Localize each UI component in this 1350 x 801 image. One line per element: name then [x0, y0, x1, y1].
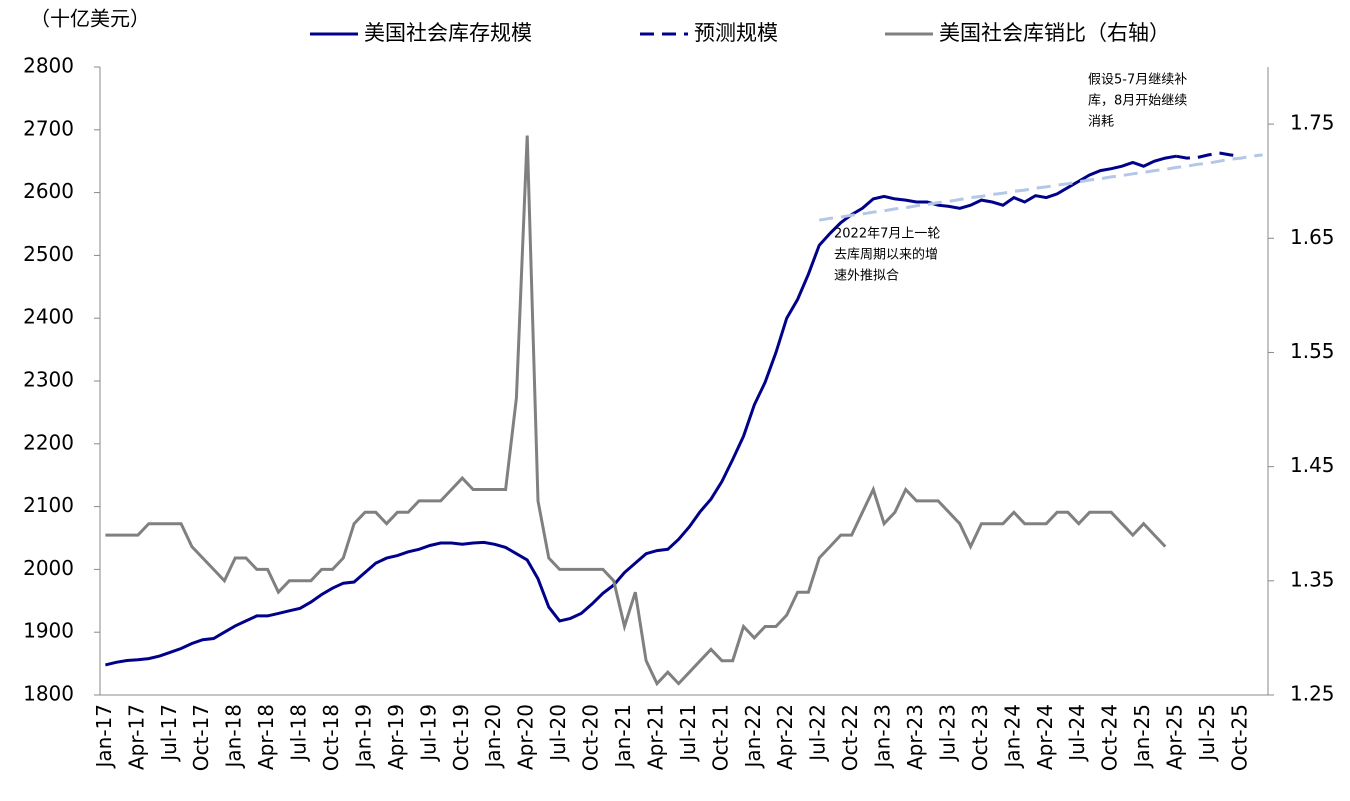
x-tick-label: Jul-21 — [676, 704, 700, 763]
y-tick-label: 2600 — [23, 179, 74, 203]
x-tick-label: Oct-21 — [708, 704, 732, 771]
y2-tick-label: 1.55 — [1290, 339, 1335, 363]
y-tick-label: 2500 — [23, 242, 74, 266]
y-tick-label: 2700 — [23, 116, 74, 140]
x-tick-label: Oct-19 — [449, 704, 473, 771]
x-tick-label: Oct-23 — [968, 704, 992, 771]
y2-tick-label: 1.25 — [1290, 682, 1335, 706]
x-tick-label: Apr-21 — [643, 704, 667, 770]
series-line — [105, 135, 1167, 687]
y2-tick-label: 1.75 — [1290, 111, 1335, 135]
x-tick-label: Jul-25 — [1195, 704, 1219, 763]
x-tick-label: Apr-25 — [1163, 704, 1187, 770]
x-tick-label: Apr-20 — [514, 704, 538, 770]
x-tick-label: Jul-18 — [287, 704, 311, 763]
series-line — [818, 153, 1263, 222]
x-tick-label: Jan-24 — [1000, 704, 1024, 770]
legend-label: 预测规模 — [694, 21, 778, 45]
x-tick-label: Jan-20 — [481, 704, 505, 770]
annotation: 库，8月开始继续 — [1088, 93, 1187, 109]
x-tick-label: Jan-25 — [1130, 704, 1154, 770]
y-tick-label: 1800 — [23, 682, 74, 706]
y-tick-label: 2300 — [23, 368, 74, 392]
x-tick-label: Apr-23 — [903, 704, 927, 770]
x-tick-label: Apr-17 — [124, 704, 148, 770]
x-tick-label: Jul-24 — [1065, 704, 1089, 763]
x-tick-label: Apr-22 — [773, 704, 797, 770]
x-tick-label: Jan-19 — [351, 704, 375, 770]
x-tick-label: Oct-22 — [838, 704, 862, 771]
x-tick-label: Jan-23 — [871, 704, 895, 770]
x-tick-label: Jul-20 — [546, 704, 570, 763]
x-tick-label: Apr-24 — [1033, 704, 1057, 770]
y-tick-label: 2400 — [23, 305, 74, 329]
x-tick-label: Jul-22 — [806, 704, 830, 763]
y2-tick-label: 1.65 — [1290, 225, 1335, 249]
y-tick-label: 2800 — [23, 54, 74, 78]
unit-label: （十亿美元） — [30, 7, 150, 31]
y-tick-label: 2000 — [23, 556, 74, 580]
annotation: 速外推拟合 — [834, 269, 899, 284]
x-tick-label: Jan-21 — [611, 704, 635, 770]
x-tick-label: Oct-25 — [1227, 704, 1251, 771]
annotation: 消耗 — [1088, 115, 1114, 130]
x-tick-label: Oct-18 — [319, 704, 343, 771]
y2-tick-label: 1.45 — [1290, 453, 1335, 477]
annotation: 2022年7月上一轮 — [834, 227, 940, 242]
legend-label: 美国社会库销比（右轴） — [939, 21, 1170, 45]
x-tick-label: Jul-23 — [935, 704, 959, 763]
annotation: 去库周期以来的增 — [834, 247, 938, 263]
x-tick-label: Jan-22 — [741, 704, 765, 770]
x-tick-label: Jul-19 — [416, 704, 440, 763]
series-line — [105, 154, 1177, 667]
x-tick-label: Apr-19 — [384, 704, 408, 770]
x-tick-label: Apr-18 — [254, 704, 278, 770]
annotation: 假设5-7月继续补 — [1088, 73, 1187, 88]
x-tick-label: Jan-17 — [92, 704, 116, 770]
series-line — [1175, 151, 1242, 160]
y-tick-label: 1900 — [23, 619, 74, 643]
x-tick-label: Jul-17 — [157, 704, 181, 763]
x-tick-label: Oct-24 — [1098, 704, 1122, 771]
x-tick-label: Oct-20 — [579, 704, 603, 771]
y-tick-label: 2100 — [23, 493, 74, 517]
y-tick-label: 2200 — [23, 430, 74, 454]
y2-tick-label: 1.35 — [1290, 567, 1335, 591]
legend-label: 美国社会库存规模 — [364, 21, 532, 45]
x-tick-label: Jan-18 — [222, 704, 246, 770]
x-tick-label: Oct-17 — [189, 704, 213, 771]
